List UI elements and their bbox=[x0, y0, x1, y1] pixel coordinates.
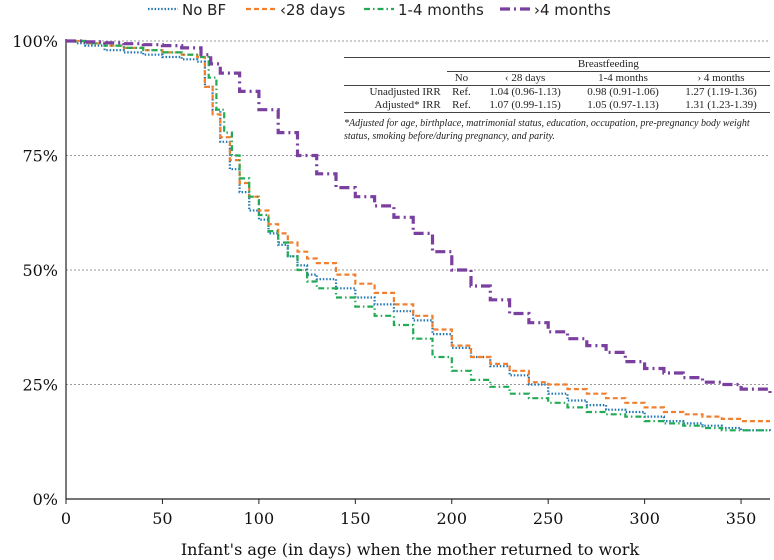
y-tick-label: 100% bbox=[12, 32, 58, 51]
irr-table: Breastfeeding No ‹ 28 days 1-4 months › … bbox=[344, 57, 770, 143]
irr-col-header: ‹ 28 days bbox=[476, 71, 575, 86]
irr-row-label: Unadjusted IRR bbox=[369, 86, 441, 98]
irr-cell: 1.05 (0.97-1.13) bbox=[574, 99, 673, 113]
series-line bbox=[66, 39, 770, 423]
axes: 0% 25% 50% 75% 100% 0 50 100 150 200 250 300 350 bbox=[12, 32, 770, 528]
irr-table-corner bbox=[344, 57, 447, 72]
x-tick-label: 0 bbox=[61, 509, 71, 528]
x-tick-label: 100 bbox=[244, 509, 275, 528]
irr-cell: 1.04 (0.96-1.13) bbox=[489, 86, 561, 98]
irr-row-adjusted: Adjusted* IRR Ref. 1.07 (0.99-1.15) 1.05… bbox=[344, 99, 770, 113]
irr-row-label: Adjusted* IRR bbox=[344, 99, 447, 113]
gridlines bbox=[66, 40, 770, 385]
irr-cell: Ref. bbox=[452, 86, 471, 98]
irr-col-header: › 4 months bbox=[672, 71, 770, 86]
x-tick-label: 300 bbox=[629, 509, 660, 528]
irr-cell: 0.98 (0.91-1.06) bbox=[587, 86, 659, 98]
irr-cell: 1.31 (1.23-1.39) bbox=[672, 99, 770, 113]
irr-cell: Ref. bbox=[446, 99, 477, 113]
x-tick-label: 250 bbox=[533, 509, 564, 528]
y-tick-label: 75% bbox=[22, 147, 58, 166]
x-tick-label: 150 bbox=[340, 509, 371, 528]
x-axis-label: Infant's age (in days) when the mother r… bbox=[181, 540, 640, 559]
irr-row-unadjusted: Unadjusted IRR Ref. 1.04 (0.96-1.13) 0.9… bbox=[344, 86, 770, 100]
y-tick-label: 50% bbox=[22, 261, 58, 280]
irr-table-grid: Breastfeeding No ‹ 28 days 1-4 months › … bbox=[344, 57, 770, 113]
legend-label: ›4 months bbox=[534, 1, 611, 19]
irr-cell: 1.07 (0.99-1.15) bbox=[476, 99, 575, 113]
irr-group-header: Breastfeeding bbox=[446, 57, 770, 72]
irr-footnote: *Adjusted for age, birthplace, matrimoni… bbox=[344, 118, 750, 142]
series-line bbox=[66, 39, 772, 433]
series-lines bbox=[66, 39, 772, 433]
irr-table-corner-2 bbox=[344, 71, 447, 86]
y-tick-label: 0% bbox=[33, 490, 58, 509]
series-line bbox=[66, 39, 772, 394]
legend-label: 1-4 months bbox=[398, 1, 484, 19]
legend-label: No BF bbox=[182, 1, 226, 19]
x-tick-label: 350 bbox=[726, 509, 757, 528]
legend: No BF ‹28 days 1-4 months ›4 months bbox=[148, 1, 611, 19]
irr-col-header: 1-4 months bbox=[574, 71, 673, 86]
y-tick-label: 25% bbox=[22, 376, 58, 395]
series-line bbox=[66, 39, 770, 432]
x-tick-label: 50 bbox=[152, 509, 172, 528]
irr-cell: 1.27 (1.19-1.36) bbox=[685, 86, 757, 98]
legend-label: ‹28 days bbox=[280, 1, 345, 19]
irr-col-header: No bbox=[446, 71, 477, 86]
x-tick-label: 200 bbox=[436, 509, 467, 528]
